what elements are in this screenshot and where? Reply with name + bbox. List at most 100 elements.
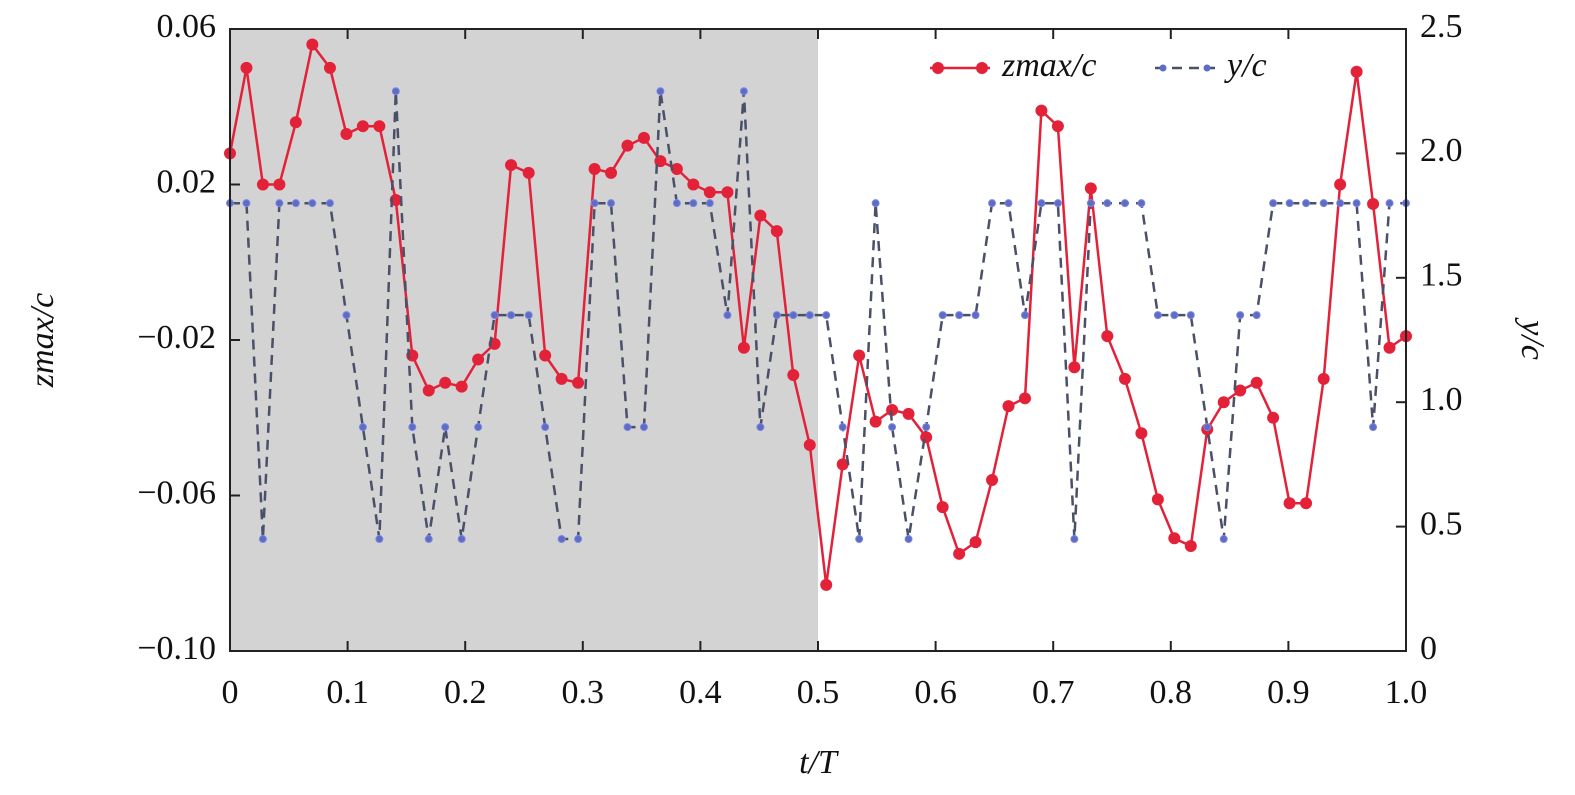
x-tick-label: 0.2 [444, 674, 487, 711]
series-marker [490, 311, 499, 320]
series-marker [1118, 372, 1131, 385]
series-marker [988, 199, 997, 208]
series-marker [656, 87, 665, 96]
series-marker [1084, 182, 1097, 195]
series-marker [703, 186, 716, 199]
y-tick-label: −0.10 [137, 630, 216, 667]
series-marker [1234, 384, 1247, 397]
series-marker [737, 341, 750, 354]
series-marker [886, 403, 899, 416]
series-marker [325, 199, 334, 208]
y-tick-label: 0.02 [157, 163, 217, 200]
y-tick-label: −0.02 [137, 319, 216, 356]
series-marker [308, 199, 317, 208]
x-tick-label: 0.1 [326, 674, 369, 711]
series-marker [1051, 120, 1064, 133]
series-marker [507, 311, 516, 320]
legend-marker [932, 62, 944, 74]
series-marker [1383, 341, 1396, 354]
series-marker [457, 535, 466, 544]
y2-axis-label: y/c [1514, 317, 1551, 360]
series-marker [820, 578, 833, 591]
series-marker [289, 116, 302, 129]
series-marker [1153, 311, 1162, 320]
series-marker [342, 311, 351, 320]
series-marker [955, 311, 964, 320]
series-marker [373, 120, 386, 133]
series-marker [789, 311, 798, 320]
series-marker [1170, 311, 1179, 320]
series-marker [971, 311, 980, 320]
series-marker [1070, 535, 1079, 544]
series-marker [1004, 199, 1013, 208]
series-marker [356, 120, 369, 133]
x-tick-label: 0 [222, 674, 239, 711]
series-marker [555, 372, 568, 385]
series-marker [637, 131, 650, 144]
shaded-region [230, 29, 818, 651]
series-marker [258, 535, 267, 544]
series-marker [705, 199, 714, 208]
legend-marker [1203, 64, 1211, 72]
x-tick-label: 0.8 [1150, 674, 1193, 711]
series-marker [1350, 65, 1363, 78]
series-marker [1319, 199, 1328, 208]
series-marker [474, 423, 483, 432]
series-marker [605, 166, 618, 179]
series-marker [424, 535, 433, 544]
series-marker [1018, 392, 1031, 405]
series-marker [953, 547, 966, 560]
series-marker [408, 423, 417, 432]
series-marker [938, 311, 947, 320]
series-marker [574, 535, 583, 544]
series-marker [557, 535, 566, 544]
series-marker [541, 423, 550, 432]
series-marker [1250, 376, 1263, 389]
series-marker [822, 311, 831, 320]
series-marker [1267, 411, 1280, 424]
y-tick-label: 0.06 [157, 8, 217, 45]
series-marker [275, 199, 284, 208]
series-marker [1285, 199, 1294, 208]
series-marker [524, 311, 533, 320]
series-marker [588, 162, 601, 175]
y2-tick-label: 0.5 [1420, 505, 1463, 542]
series-marker [256, 178, 269, 191]
series-marker [787, 368, 800, 381]
series-marker [836, 458, 849, 471]
legend-marker [1159, 64, 1167, 72]
series-marker [936, 501, 949, 514]
y2-tick-label: 2.5 [1420, 8, 1463, 45]
x-tick-label: 0.9 [1267, 674, 1310, 711]
series-marker [969, 536, 982, 549]
series-marker [853, 349, 866, 362]
x-tick-label: 0.7 [1032, 674, 1075, 711]
y-axis-label: zmax/c [24, 293, 61, 388]
series-marker [1053, 199, 1062, 208]
series-marker [590, 199, 599, 208]
series-marker [441, 423, 450, 432]
series-marker [672, 199, 681, 208]
series-marker [607, 199, 616, 208]
series-marker [1236, 311, 1245, 320]
series-marker [754, 209, 767, 222]
series-marker [689, 199, 698, 208]
series-marker [539, 349, 552, 362]
series-marker [522, 166, 535, 179]
series-marker [1300, 497, 1313, 510]
legend-marker [976, 62, 988, 74]
series-marker [803, 438, 816, 451]
series-marker [1186, 311, 1195, 320]
series-marker [1037, 199, 1046, 208]
series-marker [770, 225, 783, 238]
series-marker [323, 61, 336, 74]
series-marker [920, 431, 933, 444]
series-line [230, 91, 1406, 541]
series-marker [1219, 535, 1228, 544]
series-marker [1283, 497, 1296, 510]
series-marker [1151, 493, 1164, 506]
series-marker [422, 384, 435, 397]
series-marker [1385, 199, 1394, 208]
series-marker [1020, 311, 1029, 320]
